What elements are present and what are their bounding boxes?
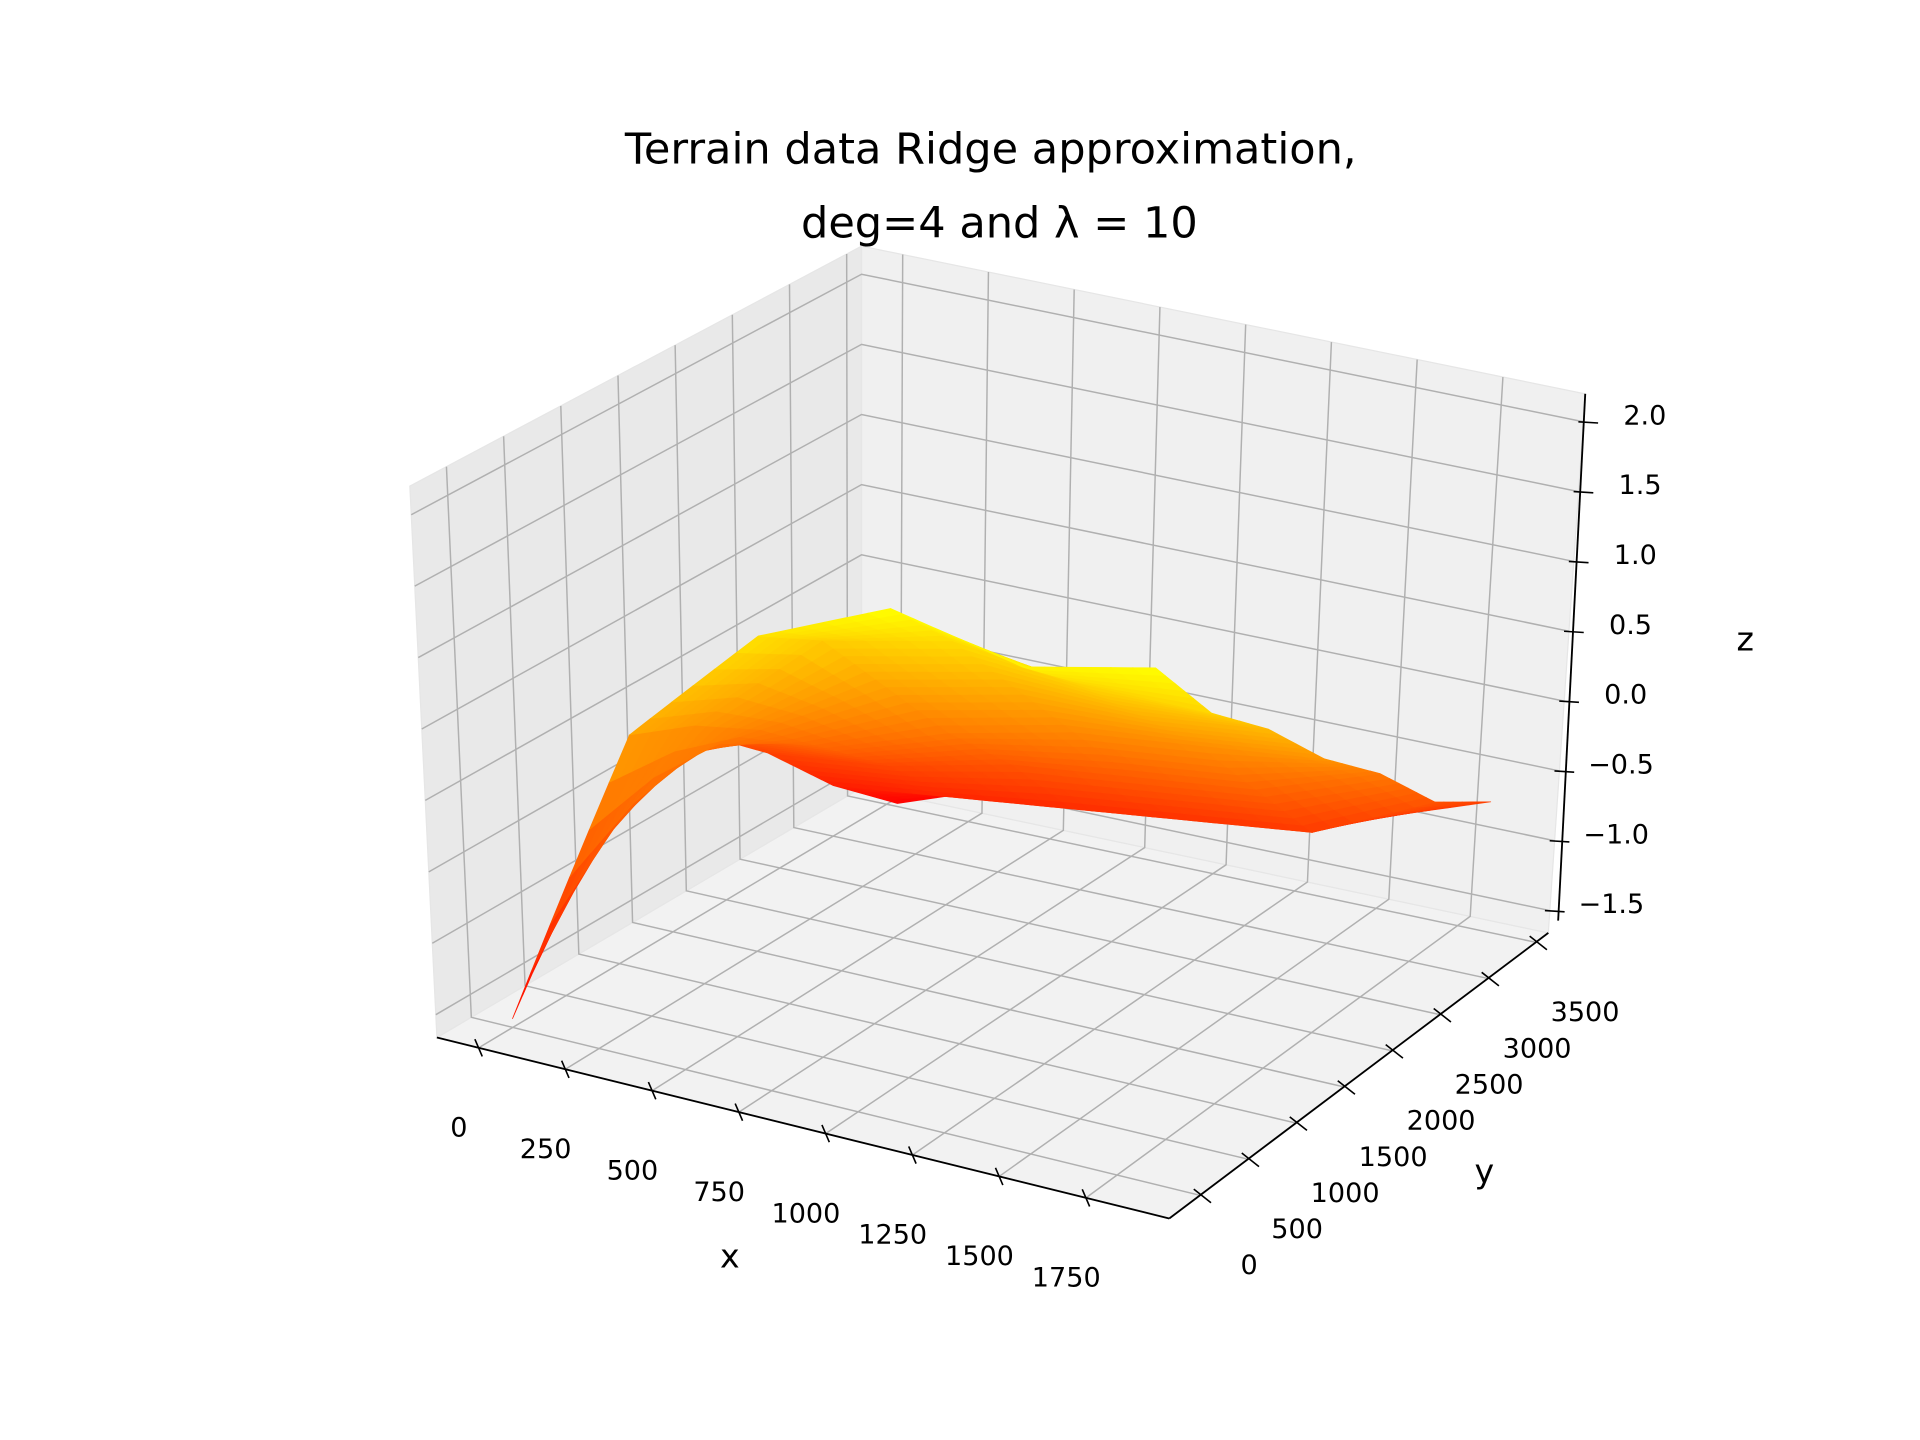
y-tick bbox=[1385, 1043, 1404, 1059]
y-tick-label: 2500 bbox=[1455, 1069, 1524, 1100]
grid-line bbox=[845, 254, 1536, 944]
z-axis-label: z bbox=[1737, 620, 1754, 659]
x-axis bbox=[436, 1036, 1170, 1220]
z-tick-label: −1.0 bbox=[1583, 819, 1649, 850]
y-axis-label: y bbox=[1474, 1151, 1494, 1190]
y-tick-label: 0 bbox=[1241, 1250, 1258, 1281]
y-tick bbox=[1337, 1080, 1356, 1095]
y-axis bbox=[1168, 932, 1549, 1220]
y-tick-label: 1000 bbox=[1311, 1178, 1380, 1209]
y-tick bbox=[1289, 1116, 1308, 1132]
x-tick-label: 750 bbox=[693, 1177, 745, 1208]
chart-title: deg=4 and λ = 10 bbox=[801, 199, 1198, 249]
y-tick bbox=[1241, 1152, 1260, 1168]
x-tick-label: 250 bbox=[520, 1134, 572, 1165]
grid bbox=[410, 254, 1584, 1199]
z-tick bbox=[1544, 909, 1565, 913]
z-tick bbox=[1568, 560, 1589, 564]
y-tick bbox=[1481, 971, 1500, 987]
grid-line bbox=[445, 466, 1201, 1197]
y-tick bbox=[1529, 935, 1548, 951]
x-tick-label: 500 bbox=[607, 1155, 659, 1186]
y-tick-label: 3000 bbox=[1503, 1033, 1572, 1064]
z-tick-label: −0.5 bbox=[1588, 749, 1654, 780]
x-tick-label: 1500 bbox=[945, 1241, 1014, 1272]
x-tick-label: 1750 bbox=[1032, 1263, 1101, 1294]
y-tick-label: 2000 bbox=[1407, 1106, 1476, 1137]
grid-line bbox=[421, 483, 1570, 730]
labels: 0 250 500 750 1000 1250 1500 1750 0 500 1000 1500 20… bbox=[450, 400, 1666, 1293]
surface bbox=[512, 608, 1492, 1020]
grid-line bbox=[617, 375, 1345, 1088]
grid-line bbox=[410, 273, 1584, 516]
y-tick bbox=[1193, 1188, 1212, 1204]
z-tick-label: 0.5 bbox=[1609, 610, 1652, 641]
z-tick-label: 1.5 bbox=[1619, 470, 1662, 501]
grid-line bbox=[424, 554, 1565, 802]
y-tick-label: 1500 bbox=[1359, 1142, 1428, 1173]
x-tick-label: 1000 bbox=[772, 1198, 841, 1229]
grid-line bbox=[674, 345, 1393, 1052]
grid-line bbox=[417, 413, 1574, 659]
grid-line bbox=[502, 436, 1249, 1160]
x-axis-label: x bbox=[720, 1236, 740, 1275]
z-tick-label: 2.0 bbox=[1623, 400, 1666, 431]
y-tick bbox=[1433, 1007, 1452, 1023]
grid-line bbox=[788, 284, 1489, 980]
z-tick-label: −1.5 bbox=[1579, 889, 1645, 920]
x-tick-label: 1250 bbox=[858, 1220, 927, 1251]
grid-line bbox=[414, 343, 1579, 587]
z-tick bbox=[1549, 839, 1570, 843]
z-tick bbox=[1554, 770, 1575, 773]
z-tick-label: 0.0 bbox=[1604, 680, 1647, 711]
chart-title: Terrain data Ridge approximation, bbox=[624, 125, 1357, 175]
surface-patch bbox=[1132, 667, 1167, 676]
x-tick-label: 0 bbox=[450, 1113, 467, 1144]
z-axis bbox=[1557, 393, 1587, 921]
y-tick-label: 3500 bbox=[1551, 997, 1620, 1028]
grid-line bbox=[731, 314, 1441, 1016]
grid-line bbox=[560, 405, 1297, 1124]
z-tick bbox=[1573, 490, 1594, 494]
axes bbox=[436, 393, 1599, 1220]
z-tick-label: 1.0 bbox=[1614, 540, 1657, 571]
z-tick bbox=[1578, 420, 1599, 424]
y-tick-label: 500 bbox=[1271, 1214, 1323, 1245]
